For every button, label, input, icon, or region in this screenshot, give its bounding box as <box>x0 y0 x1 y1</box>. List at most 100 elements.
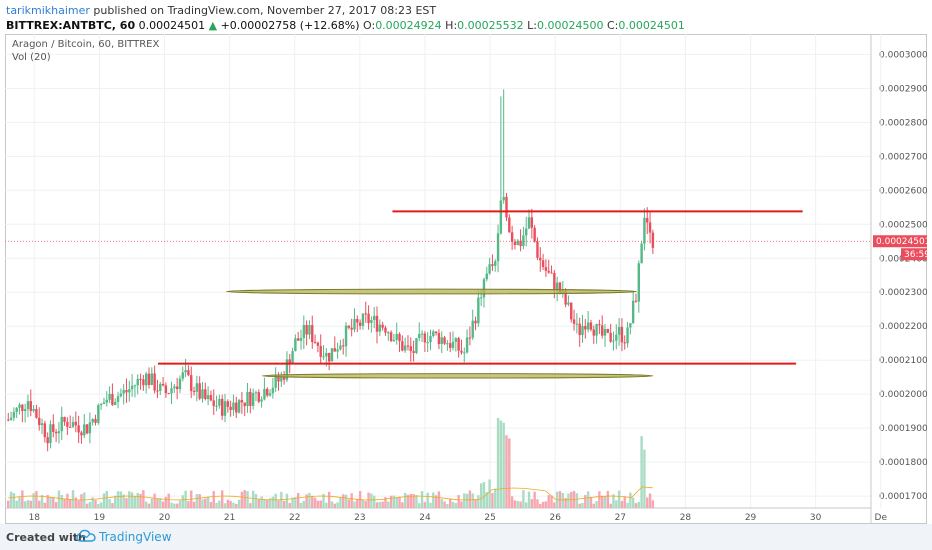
volume-bar <box>60 495 63 508</box>
volume-bar <box>99 502 103 508</box>
volume-bar <box>198 494 201 508</box>
volume-bar <box>15 500 18 508</box>
volume-bar <box>499 420 503 508</box>
candle-body <box>634 300 638 302</box>
volume-bar <box>125 498 128 508</box>
volume-bar <box>474 499 477 508</box>
volume-bar <box>313 497 317 508</box>
symbol-label[interactable]: BITTREX:ANTBTC, 60 <box>6 19 136 32</box>
candle-body <box>38 417 41 426</box>
candle-body <box>648 222 652 233</box>
candle-body <box>350 327 353 330</box>
candle-body <box>508 217 511 233</box>
volume-bar <box>589 496 593 508</box>
volume-bar <box>457 495 460 508</box>
candle-body <box>274 375 277 388</box>
candle-body <box>63 416 66 422</box>
volume-bar <box>375 502 379 508</box>
candle-body <box>204 389 207 399</box>
candle-body <box>443 337 446 344</box>
volume-bar <box>330 501 334 508</box>
candle-body <box>555 282 559 290</box>
candle-body <box>375 315 379 332</box>
tradingview-cloud-icon <box>76 529 96 542</box>
candle-body <box>505 196 508 218</box>
volume-bar <box>204 498 207 508</box>
candle-body <box>595 324 598 336</box>
candle-body <box>615 334 618 341</box>
volume-bar <box>85 503 89 508</box>
volume-bar <box>167 493 170 508</box>
volume-bar <box>485 492 488 508</box>
volume-bar <box>364 501 367 508</box>
volume-bar <box>178 500 182 508</box>
volume-bar <box>46 494 49 508</box>
volume-bar <box>12 493 16 508</box>
candle-body <box>336 349 339 352</box>
candle-body <box>570 302 573 320</box>
volume-bar <box>181 495 184 508</box>
candle-body <box>296 338 300 341</box>
volume-bar <box>603 495 607 508</box>
candle-body <box>74 421 78 426</box>
volume-bar <box>508 438 511 508</box>
volume-bar <box>57 490 61 508</box>
candle-body <box>116 396 120 402</box>
volume-bar <box>651 500 655 508</box>
volume-bar <box>615 500 618 508</box>
candle-body <box>26 401 30 410</box>
candle-body <box>499 200 503 234</box>
candle-body <box>510 232 514 242</box>
candle-body <box>384 327 387 333</box>
volume-bar <box>406 494 410 508</box>
x-tick-label: 18 <box>29 513 41 523</box>
candle-body <box>423 333 427 343</box>
current-price-label: 0.00024501 <box>876 237 927 247</box>
volume-bar <box>401 502 404 508</box>
volume-bar <box>91 497 94 508</box>
candle-body <box>601 325 604 336</box>
candle-body <box>643 217 646 244</box>
volume-bar <box>482 482 486 508</box>
volume-bar <box>516 501 519 508</box>
volume-bar <box>381 501 384 508</box>
volume-bar <box>361 499 365 508</box>
candle-body <box>465 337 469 353</box>
candle-body <box>46 437 49 444</box>
candle-body <box>80 432 83 436</box>
candle-body <box>156 390 159 392</box>
candle-body <box>575 323 579 325</box>
volume-bar <box>32 493 35 508</box>
countdown-tag <box>901 248 927 261</box>
volume-bar <box>266 499 269 508</box>
candle-body <box>285 359 289 380</box>
volume-bar <box>584 495 587 508</box>
volume-bar <box>342 494 345 508</box>
x-tick-label: 30 <box>810 513 822 523</box>
candle-body <box>243 402 246 407</box>
volume-bar <box>434 495 438 508</box>
volume-bar <box>26 500 30 508</box>
candle-body <box>364 313 367 315</box>
volume-bar <box>235 503 238 508</box>
candle-body <box>646 217 649 223</box>
volume-bar <box>423 502 427 508</box>
candle-body <box>347 325 351 328</box>
chart-title: Aragon / Bitcoin, 60, BITTREX <box>12 39 160 50</box>
candle-body <box>564 290 567 305</box>
volume-bar <box>350 493 353 508</box>
tradingview-brand[interactable]: TradingView <box>99 530 172 544</box>
volume-bar <box>29 500 32 508</box>
volume-bar <box>63 498 66 508</box>
volume-bar <box>325 502 328 508</box>
author-link[interactable]: tarikmikhaimer <box>6 4 90 17</box>
candle-body <box>609 332 612 342</box>
created-with-label: Created with <box>6 531 86 544</box>
volume-bar <box>223 503 227 508</box>
